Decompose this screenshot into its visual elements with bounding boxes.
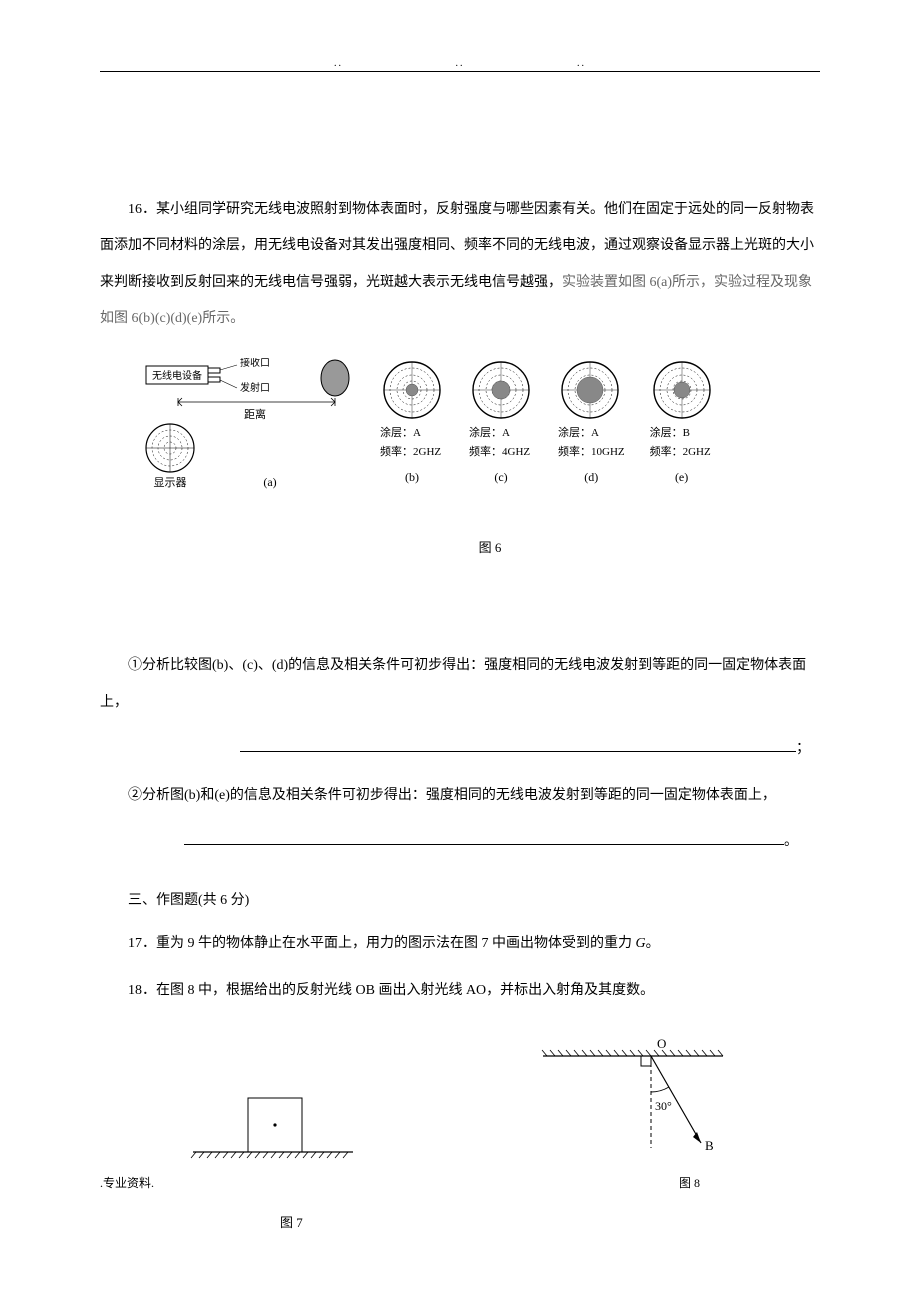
q18-number: 18． (128, 983, 156, 998)
target-svg (380, 358, 444, 422)
q16-sub2-lead: ②分析图(b)和(e)的信息及相关条件可初步得出：强度相同的无线电波发射到等距的… (128, 788, 776, 803)
target-freq: 频率：2GHZ (380, 445, 444, 460)
q16-sub1: ①分析比较图(b)、(c)、(d)的信息及相关条件可初步得出：强度相同的无线电波… (100, 648, 820, 721)
fig8-caption: 图 8 (679, 1174, 700, 1193)
fig6a-svg: 无线电设备 接收口 发射口 反射物 距离 反射物 (140, 358, 360, 498)
q17-text-b: 。 (646, 936, 660, 951)
figure-6: 无线电设备 接收口 发射口 反射物 距离 反射物 (140, 358, 820, 498)
figure-6a: 无线电设备 接收口 发射口 反射物 距离 反射物 (140, 358, 360, 498)
target-sub: (d) (558, 468, 625, 487)
target-freq: 频率：4GHZ (469, 445, 533, 460)
target-c: 涂层：A 频率：4GHZ (c) (469, 358, 533, 488)
blank-line-2 (184, 844, 784, 845)
q17-text-a: 重为 9 牛的物体静止在水平面上，用力的图示法在图 7 中画出物体受到的重力 (156, 936, 636, 951)
fig8-angle: 30° (655, 1099, 672, 1113)
target-d: 涂层：A 频率：10GHZ (d) (558, 358, 625, 488)
target-sub: (b) (380, 468, 444, 487)
q16-body: 16．某小组同学研究无线电波照射到物体表面时，反射强度与哪些因素有关。他们在固定… (100, 192, 820, 338)
target-svg (469, 358, 533, 422)
q18: 18．在图 8 中，根据给出的反射光线 OB 画出入射光线 AO，并标出入射角及… (100, 974, 820, 1008)
section-3-title: 三、作图题(共 6 分) (100, 890, 820, 912)
q17: 17．重为 9 牛的物体静止在水平面上，用力的图示法在图 7 中画出物体受到的重… (100, 927, 820, 961)
emit-label: 发射口 (240, 381, 270, 394)
distance-label: 距离 (244, 407, 266, 421)
target-sub: (c) (469, 468, 533, 487)
target-b: 涂层：A 频率：2GHZ (b) (380, 358, 444, 488)
fig7-caption-row: 图 7 (280, 1213, 820, 1235)
footer-row: .专业资料. 图 8 (100, 1174, 820, 1193)
page-content: 16．某小组同学研究无线电波照射到物体表面时，反射强度与哪些因素有关。他们在固定… (100, 192, 820, 1235)
fig6a-sub: (a) (263, 475, 276, 489)
target-coating: 涂层：B (650, 426, 714, 441)
target-e: 涂层：B 频率：2GHZ (e) (650, 358, 714, 488)
q17-gvar: G (636, 936, 646, 951)
q16-sub1-lead: ①分析比较图(b)、(c)、(d)的信息及相关条件可初步得出：强度相同的无线电波… (100, 658, 806, 709)
q16-number: 16． (128, 202, 156, 217)
target-coating: 涂层：A (469, 426, 533, 441)
target-coating: 涂层：A (380, 426, 444, 441)
q16-sub2-tail: 。 (784, 834, 798, 849)
display-label: 显示器 (154, 476, 187, 489)
footer-left: .专业资料. (100, 1174, 154, 1193)
figure-7 (188, 1078, 358, 1168)
target-freq: 频率：2GHZ (650, 445, 714, 460)
q16-sub1-tail: ； (796, 741, 810, 756)
fig7-caption: 图 7 (280, 1215, 303, 1230)
target-freq: 频率：10GHZ (558, 445, 625, 460)
header-rule (100, 60, 820, 72)
fig8-svg: O 30° B (533, 1038, 733, 1168)
device-label: 无线电设备 (152, 369, 202, 382)
fig8-B: B (705, 1138, 714, 1153)
reflector-label: 反射物 (320, 358, 350, 359)
figure-8: O 30° B (533, 1038, 733, 1168)
target-coating: 涂层：A (558, 426, 625, 441)
fig6-caption: 图 6 (160, 538, 820, 559)
q17-number: 17． (128, 936, 156, 951)
q18-text: 在图 8 中，根据给出的反射光线 OB 画出入射光线 AO，并标出入射角及其度数… (156, 983, 654, 998)
q16-sub1-blank-row: ； (100, 731, 820, 767)
figures-7-8: O 30° B (100, 1038, 820, 1168)
q16-sub2-blank-row: 。 (100, 824, 820, 860)
q16-sub2: ②分析图(b)和(e)的信息及相关条件可初步得出：强度相同的无线电波发射到等距的… (100, 778, 820, 814)
fig8-O: O (657, 1038, 666, 1051)
figure-6-targets: 涂层：A 频率：2GHZ (b) 涂层：A 频率：4GHZ (c) 涂层：A 频… (380, 358, 714, 488)
fig7-svg (188, 1078, 358, 1168)
target-sub: (e) (650, 468, 714, 487)
blank-line-1 (240, 751, 796, 752)
target-svg (558, 358, 622, 422)
target-svg (650, 358, 714, 422)
receive-label: 接收口 (240, 358, 270, 369)
